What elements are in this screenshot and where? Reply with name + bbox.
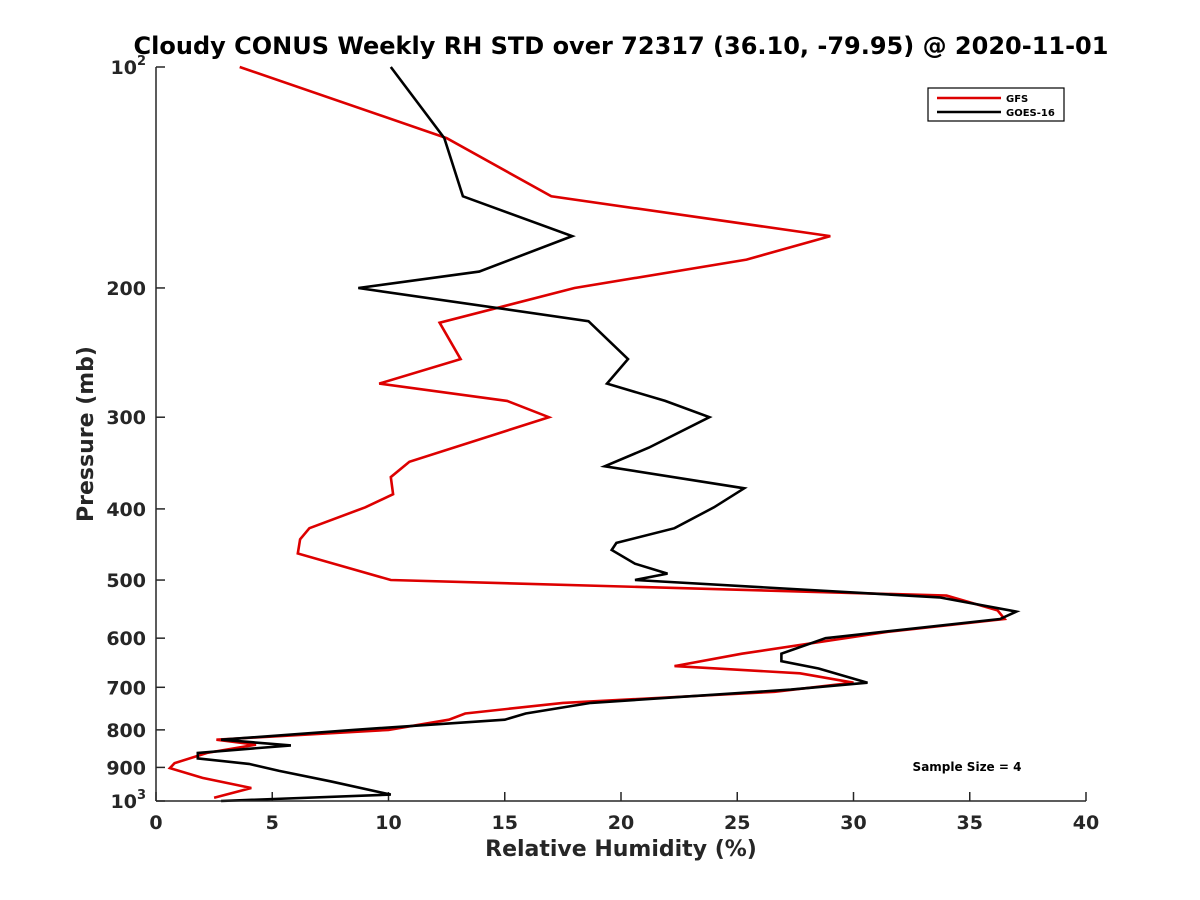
y-tick-label: 200	[106, 278, 146, 300]
x-tick-label: 30	[840, 812, 866, 834]
y-tick-exponent: 3	[137, 788, 146, 803]
y-tick-exponent: 2	[137, 54, 146, 69]
x-tick-label: 10	[375, 812, 401, 834]
legend: GFS GOES-16	[927, 87, 1065, 122]
y-tick-label: 700	[106, 677, 146, 699]
x-tick-label: 40	[1073, 812, 1099, 834]
series-layer	[167, 65, 1021, 803]
y-tick-base: 900	[106, 757, 146, 779]
y-tick-base: 500	[106, 570, 146, 592]
x-tick-label: 20	[608, 812, 634, 834]
series-line-goes16	[196, 66, 1021, 803]
legend-label-gfs: GFS	[1006, 94, 1028, 105]
x-tick-label: 5	[266, 812, 279, 834]
y-tick-label: 500	[106, 570, 146, 592]
x-tick-label: 0	[149, 812, 162, 834]
y-tick-base: 700	[106, 677, 146, 699]
y-tick-base: 200	[106, 278, 146, 300]
y-tick-label: 900	[106, 757, 146, 779]
y-tick-base: 300	[106, 407, 146, 429]
chart-title: Cloudy CONUS Weekly RH STD over 72317 (3…	[134, 32, 1109, 60]
x-tick-label: 25	[724, 812, 750, 834]
y-tick-base: 10	[111, 791, 137, 813]
x-tick-label: 15	[492, 812, 518, 834]
legend-label-goes16: GOES-16	[1006, 108, 1055, 119]
legend-box	[927, 87, 1065, 122]
x-axis-label: Relative Humidity (%)	[485, 837, 757, 862]
y-tick-label: 300	[106, 407, 146, 429]
y-tick-label: 600	[106, 628, 146, 650]
y-axis-label: Pressure (mb)	[74, 346, 99, 522]
y-tick-base: 600	[106, 628, 146, 650]
y-tick-label: 400	[106, 499, 146, 521]
y-tick-base: 10	[111, 57, 137, 79]
x-axis-ticks: 0 5 10 15 20 25 30 35 40	[149, 792, 1099, 834]
sample-size-annotation: Sample Size = 4	[913, 760, 1022, 774]
y-tick-base: 400	[106, 499, 146, 521]
y-tick-base: 800	[106, 720, 146, 742]
y-tick-label: 103	[111, 788, 147, 813]
x-tick-label: 35	[957, 812, 983, 834]
y-tick-label: 800	[106, 720, 146, 742]
y-tick-label: 102	[111, 54, 147, 79]
